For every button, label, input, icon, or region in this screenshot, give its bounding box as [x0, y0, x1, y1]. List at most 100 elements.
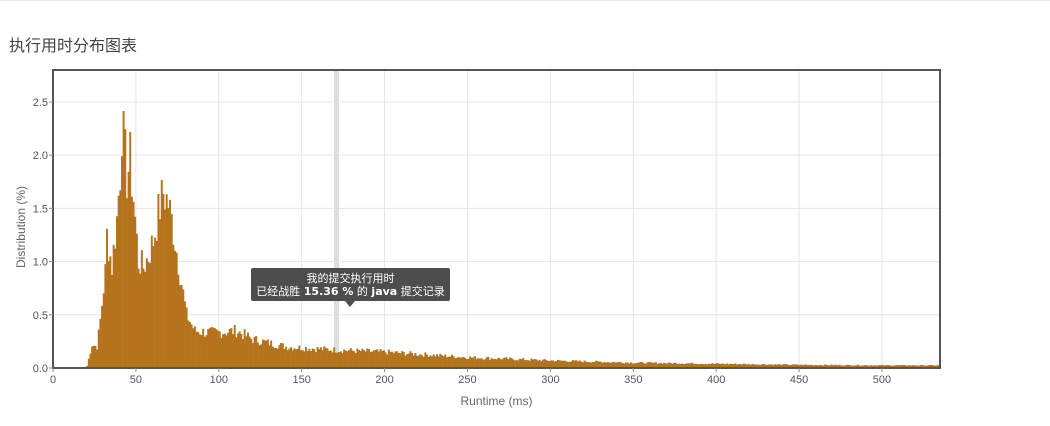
distribution-bar [250, 338, 253, 368]
distribution-bar [719, 363, 722, 368]
distribution-bar [765, 364, 768, 368]
distribution-bar [832, 365, 835, 368]
distribution-bar [175, 252, 178, 368]
distribution-bar [127, 171, 130, 368]
distribution-bar [852, 365, 855, 368]
distribution-bar [188, 322, 191, 368]
distribution-bar [712, 363, 715, 368]
distribution-bar [348, 350, 351, 368]
distribution-bar [646, 362, 649, 368]
distribution-bar [789, 364, 792, 368]
distribution-bar [258, 345, 261, 368]
distribution-bar [724, 364, 727, 368]
distribution-bar [742, 363, 745, 368]
distribution-bar [790, 364, 793, 368]
distribution-bar [930, 364, 933, 368]
distribution-bar [689, 363, 692, 368]
distribution-bar [251, 343, 254, 368]
distribution-bar [228, 328, 231, 368]
distribution-bar [437, 356, 440, 368]
distribution-bar [111, 274, 113, 368]
distribution-bar [812, 365, 815, 368]
distribution-bar [500, 359, 503, 368]
distribution-bar [137, 268, 140, 368]
distribution-bar [901, 364, 904, 368]
distribution-bar [177, 274, 180, 368]
distribution-bar [671, 363, 674, 368]
distribution-bar [477, 358, 480, 368]
distribution-bar [112, 244, 115, 368]
distribution-bar [883, 365, 886, 368]
distribution-bar [522, 358, 525, 368]
distribution-bar [704, 363, 707, 368]
tooltip-suffix: 提交记录 [400, 285, 445, 298]
distribution-bar [762, 364, 765, 368]
top-divider [0, 0, 1050, 1]
distribution-bar [606, 362, 609, 368]
distribution-bar [600, 361, 603, 368]
distribution-bar [470, 357, 473, 368]
plot-frame [52, 69, 941, 369]
distribution-bar [353, 351, 356, 368]
x-tick-label: 0 [50, 374, 56, 386]
distribution-bar [515, 360, 518, 368]
distribution-bar [863, 365, 866, 368]
distribution-bar [401, 351, 404, 368]
distribution-bar [610, 362, 613, 368]
distribution-bar [255, 336, 258, 368]
distribution-bar [734, 363, 737, 368]
distribution-bar [270, 340, 273, 368]
distribution-bar [245, 336, 248, 368]
distribution-bar [888, 365, 891, 368]
distribution-bar [104, 264, 107, 368]
distribution-bar [540, 361, 543, 368]
distribution-bar [305, 347, 307, 368]
x-tick-label: 150 [293, 374, 311, 386]
distribution-bar [275, 347, 278, 368]
distribution-bar [309, 351, 312, 368]
distribution-bar [89, 353, 92, 368]
distribution-bar [701, 363, 704, 368]
distribution-bar [462, 356, 465, 368]
distribution-bar [749, 364, 752, 368]
distribution-bar [558, 360, 561, 368]
distribution-bar [687, 363, 690, 368]
distribution-bar [853, 365, 856, 368]
x-tick-label: 450 [790, 374, 808, 386]
distribution-bar [561, 360, 564, 368]
distribution-bar [91, 346, 94, 368]
distribution-bar [772, 365, 775, 368]
distribution-bar [429, 355, 432, 368]
distribution-bar [663, 362, 666, 368]
x-tick-label: 250 [458, 374, 476, 386]
distribution-bar [354, 353, 357, 368]
distribution-bar [253, 336, 256, 368]
distribution-bar [319, 347, 322, 368]
x-tick-label: 350 [624, 374, 642, 386]
distribution-bar [431, 356, 433, 368]
distribution-bar [624, 362, 627, 368]
distribution-bar [656, 363, 659, 368]
distribution-bar [445, 357, 448, 368]
distribution-bar [331, 352, 334, 368]
distribution-bar [828, 365, 831, 368]
distribution-bar [187, 320, 190, 368]
distribution-bar [750, 364, 753, 368]
distribution-bar [706, 364, 709, 368]
distribution-bar [813, 364, 816, 368]
distribution-bar [406, 354, 409, 368]
distribution-bar [265, 340, 268, 368]
distribution-bar [237, 333, 239, 368]
tooltip-mid: 的 [356, 285, 368, 298]
distribution-bar [185, 307, 188, 368]
distribution-bar [752, 363, 755, 368]
distribution-bar [571, 360, 574, 368]
distribution-bar [855, 365, 858, 368]
distribution-bar [510, 358, 513, 368]
distribution-bar [404, 355, 407, 368]
distribution-bar [575, 360, 578, 368]
distribution-bar [906, 365, 909, 368]
distribution-bar [402, 352, 405, 368]
distribution-bar [343, 349, 346, 368]
distribution-bar [134, 216, 137, 368]
